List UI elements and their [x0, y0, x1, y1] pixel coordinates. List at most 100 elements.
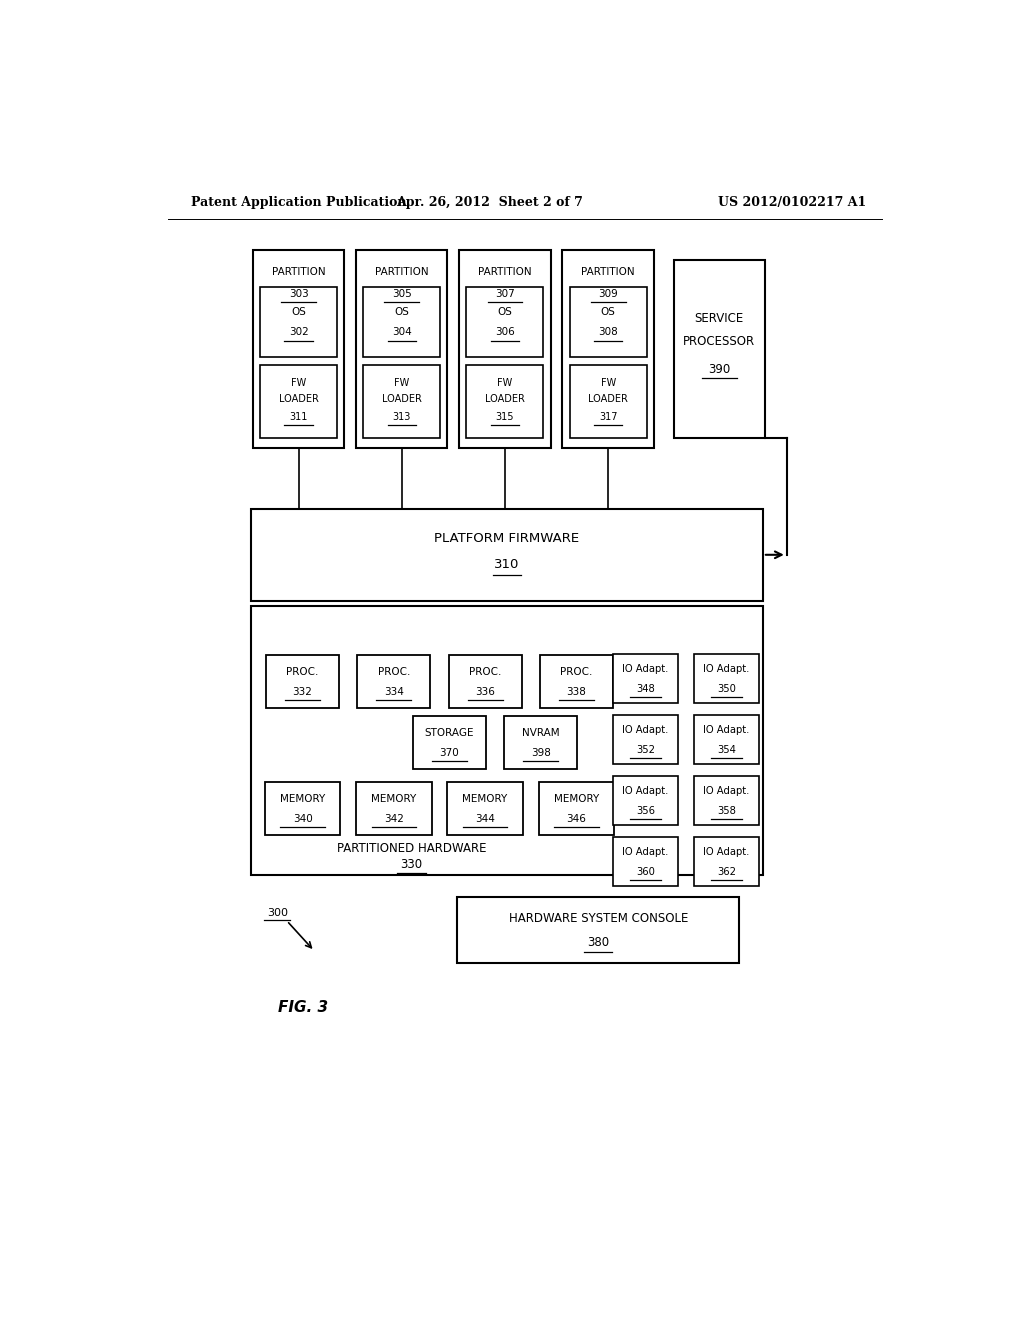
Bar [467, 288, 544, 356]
Text: 309: 309 [598, 289, 618, 298]
Bar [251, 606, 763, 875]
Text: 370: 370 [439, 748, 460, 758]
Text: 304: 304 [392, 327, 412, 337]
Text: PROC.: PROC. [560, 667, 593, 677]
Bar [613, 776, 678, 825]
Text: FIG. 3: FIG. 3 [278, 999, 328, 1015]
Text: PARTITION: PARTITION [582, 267, 635, 277]
Text: FW: FW [394, 378, 410, 388]
Text: OS: OS [291, 306, 306, 317]
Bar [413, 717, 486, 770]
Text: IO Adapt.: IO Adapt. [703, 725, 750, 735]
Text: MEMORY: MEMORY [463, 793, 508, 804]
Bar [694, 655, 759, 704]
Text: 334: 334 [384, 686, 403, 697]
Text: FW: FW [291, 378, 306, 388]
Bar [260, 288, 337, 356]
Bar [674, 260, 765, 438]
Bar [613, 715, 678, 764]
Text: LOADER: LOADER [279, 395, 318, 404]
Bar [356, 249, 447, 447]
Text: 360: 360 [636, 867, 655, 876]
Text: MEMORY: MEMORY [280, 793, 326, 804]
Text: IO Adapt.: IO Adapt. [703, 785, 750, 796]
Text: 306: 306 [495, 327, 515, 337]
Text: 362: 362 [717, 867, 736, 876]
Text: IO Adapt.: IO Adapt. [703, 846, 750, 857]
Bar [253, 249, 344, 447]
Text: 346: 346 [566, 814, 587, 824]
Text: OS: OS [394, 306, 410, 317]
Text: PLATFORM FIRMWARE: PLATFORM FIRMWARE [434, 532, 580, 545]
Bar [357, 656, 430, 709]
Text: HARDWARE SYSTEM CONSOLE: HARDWARE SYSTEM CONSOLE [509, 912, 688, 924]
Bar [251, 510, 763, 601]
Text: PARTITION: PARTITION [375, 267, 429, 277]
Bar [539, 783, 614, 836]
Text: IO Adapt.: IO Adapt. [703, 664, 750, 673]
Text: LOADER: LOADER [382, 395, 422, 404]
Bar [694, 776, 759, 825]
Text: 307: 307 [495, 289, 515, 298]
Text: Apr. 26, 2012  Sheet 2 of 7: Apr. 26, 2012 Sheet 2 of 7 [395, 195, 583, 209]
Bar [613, 655, 678, 704]
Text: SERVICE: SERVICE [694, 312, 743, 325]
Text: OS: OS [498, 306, 512, 317]
Text: 344: 344 [475, 814, 495, 824]
Text: 356: 356 [636, 807, 655, 816]
Text: PROCESSOR: PROCESSOR [683, 335, 756, 348]
Bar [613, 837, 678, 886]
Text: 380: 380 [587, 936, 609, 949]
Text: LOADER: LOADER [485, 395, 525, 404]
Bar [260, 364, 337, 438]
Text: 354: 354 [717, 744, 736, 755]
Text: LOADER: LOADER [588, 395, 628, 404]
Text: 340: 340 [293, 814, 312, 824]
Text: 302: 302 [289, 327, 308, 337]
Text: NVRAM: NVRAM [522, 727, 559, 738]
Bar [540, 656, 613, 709]
Text: 332: 332 [293, 686, 312, 697]
Text: 317: 317 [599, 412, 617, 421]
Text: 358: 358 [717, 807, 736, 816]
Text: US 2012/0102217 A1: US 2012/0102217 A1 [718, 195, 866, 209]
Text: 300: 300 [266, 908, 288, 917]
Text: IO Adapt.: IO Adapt. [623, 846, 669, 857]
Text: FW: FW [498, 378, 513, 388]
Text: 336: 336 [475, 686, 495, 697]
Bar [447, 783, 523, 836]
Text: Patent Application Publication: Patent Application Publication [191, 195, 407, 209]
Bar [364, 288, 440, 356]
Text: OS: OS [601, 306, 615, 317]
Text: PROC.: PROC. [469, 667, 502, 677]
Text: 398: 398 [530, 748, 551, 758]
Bar [562, 249, 653, 447]
Bar [467, 364, 544, 438]
Bar [460, 249, 551, 447]
Bar [569, 364, 646, 438]
Text: 338: 338 [566, 686, 587, 697]
Text: 308: 308 [598, 327, 618, 337]
Text: PARTITION: PARTITION [271, 267, 326, 277]
Text: 313: 313 [392, 412, 411, 421]
Text: MEMORY: MEMORY [372, 793, 417, 804]
Text: PROC.: PROC. [287, 667, 318, 677]
Text: 303: 303 [289, 289, 308, 298]
Bar [569, 288, 646, 356]
Text: 350: 350 [717, 684, 736, 694]
Text: 342: 342 [384, 814, 403, 824]
Text: FW: FW [600, 378, 615, 388]
Bar [356, 783, 431, 836]
Text: 352: 352 [636, 744, 655, 755]
Bar [694, 715, 759, 764]
Bar [266, 656, 339, 709]
Text: IO Adapt.: IO Adapt. [623, 664, 669, 673]
Text: 310: 310 [495, 558, 519, 572]
Text: PROC.: PROC. [378, 667, 410, 677]
Text: IO Adapt.: IO Adapt. [623, 785, 669, 796]
Text: PARTITIONED HARDWARE: PARTITIONED HARDWARE [337, 842, 486, 855]
Text: MEMORY: MEMORY [554, 793, 599, 804]
Bar [694, 837, 759, 886]
Text: 348: 348 [636, 684, 654, 694]
Text: IO Adapt.: IO Adapt. [623, 725, 669, 735]
